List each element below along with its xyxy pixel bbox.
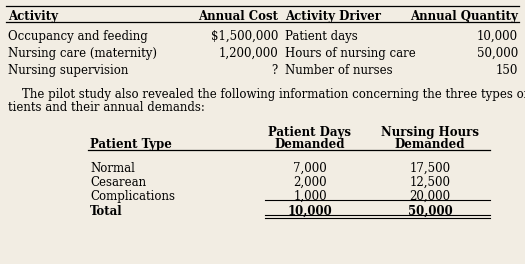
Text: 1,000: 1,000 [293,190,327,203]
Text: Activity: Activity [8,10,58,23]
Text: Demanded: Demanded [275,138,345,151]
Text: Cesarean: Cesarean [90,176,146,189]
Text: Patient Days: Patient Days [268,126,352,139]
Text: 12,500: 12,500 [410,176,450,189]
Text: Normal: Normal [90,162,135,175]
Text: 10,000: 10,000 [288,205,332,218]
Text: 2,000: 2,000 [293,176,327,189]
Text: 20,000: 20,000 [410,190,450,203]
Text: Nursing supervision: Nursing supervision [8,64,129,77]
Text: tients and their annual demands:: tients and their annual demands: [8,101,205,114]
Text: Total: Total [90,205,123,218]
Text: 7,000: 7,000 [293,162,327,175]
Text: Patient days: Patient days [285,30,358,43]
Text: Activity Driver: Activity Driver [285,10,381,23]
Text: Complications: Complications [90,190,175,203]
Text: Number of nurses: Number of nurses [285,64,393,77]
Text: Patient Type: Patient Type [90,138,172,151]
Text: 150: 150 [496,64,518,77]
Text: 10,000: 10,000 [477,30,518,43]
Text: Demanded: Demanded [395,138,465,151]
Text: 1,200,000: 1,200,000 [218,47,278,60]
Text: Hours of nursing care: Hours of nursing care [285,47,416,60]
Text: ?: ? [272,64,278,77]
Text: 50,000: 50,000 [477,47,518,60]
Text: 17,500: 17,500 [410,162,450,175]
Text: $1,500,000: $1,500,000 [211,30,278,43]
Text: Nursing Hours: Nursing Hours [381,126,479,139]
Text: Annual Quantity: Annual Quantity [410,10,518,23]
Text: Annual Cost: Annual Cost [198,10,278,23]
Text: 50,000: 50,000 [407,205,453,218]
Text: Nursing care (maternity): Nursing care (maternity) [8,47,157,60]
Text: Occupancy and feeding: Occupancy and feeding [8,30,148,43]
Text: The pilot study also revealed the following information concerning the three typ: The pilot study also revealed the follow… [22,88,525,101]
